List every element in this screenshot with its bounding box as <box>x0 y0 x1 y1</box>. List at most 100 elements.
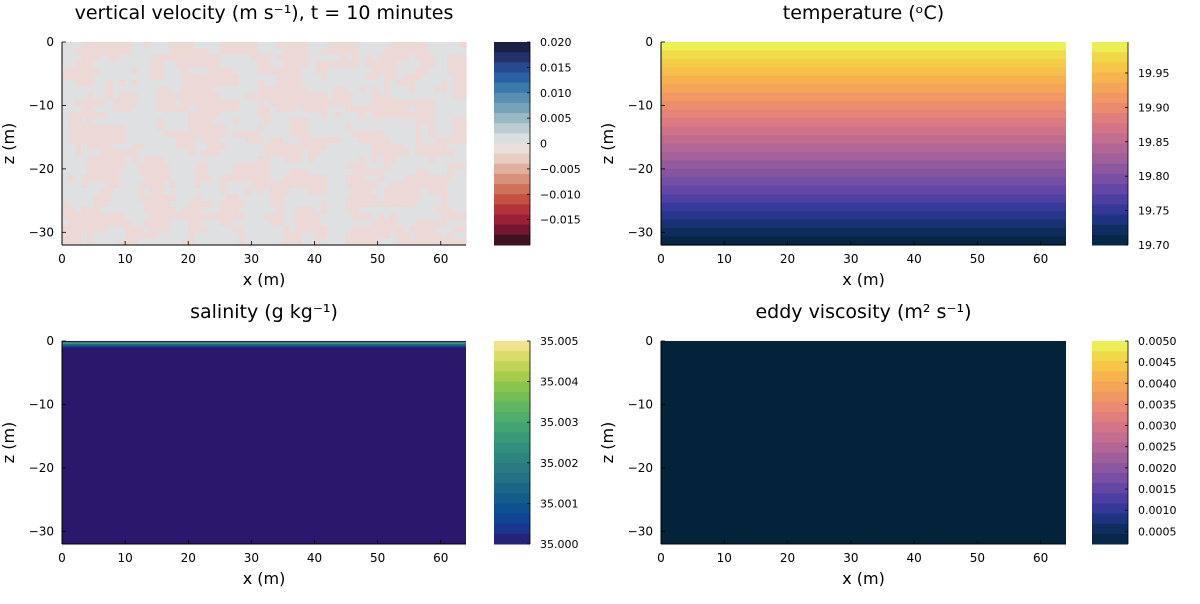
field-cell <box>383 130 391 138</box>
field-cell <box>346 105 353 113</box>
field-cell <box>459 124 467 132</box>
field-cell <box>238 200 246 208</box>
colorbar-swatch <box>494 224 530 236</box>
field-cell <box>327 168 335 176</box>
field-cell <box>358 111 366 119</box>
field-cell <box>226 194 234 202</box>
field-cell <box>137 143 145 151</box>
field-cell <box>238 175 246 183</box>
y-tick-label: 0 <box>46 35 54 49</box>
field-cell <box>440 86 448 94</box>
colorbar-swatch <box>1092 503 1128 515</box>
field-cell <box>238 232 246 240</box>
field-cell <box>447 213 454 221</box>
field-cell <box>295 187 303 195</box>
field-cell <box>226 61 234 68</box>
field-cell <box>144 194 151 202</box>
field-cell <box>289 213 297 221</box>
field-cell <box>106 232 114 240</box>
field-cell <box>144 105 151 113</box>
field-cell <box>434 187 442 195</box>
field-cell <box>181 181 189 189</box>
field-cell <box>131 232 139 240</box>
field-cell <box>251 181 259 189</box>
field-cell <box>226 137 234 145</box>
field-cell <box>365 61 372 68</box>
field-cell <box>415 219 423 227</box>
colorbar-swatch <box>1092 462 1128 474</box>
field-cell <box>257 118 265 126</box>
field-cell <box>112 200 120 208</box>
field-cell <box>251 238 259 246</box>
field-cell <box>175 105 183 113</box>
field-cell <box>125 118 133 126</box>
field-cell <box>327 219 335 227</box>
field-cell <box>390 61 398 68</box>
field-cell <box>396 213 404 221</box>
field-cell <box>264 219 271 227</box>
field-cell <box>396 54 404 62</box>
field-cell <box>251 54 259 62</box>
field-cell <box>270 168 278 176</box>
field-cell <box>245 118 252 126</box>
field-cell <box>74 162 82 170</box>
field-cell <box>194 124 202 132</box>
field-cell <box>93 54 101 62</box>
field-cell <box>125 156 133 164</box>
field-cell <box>106 42 114 49</box>
field-cell <box>80 67 88 75</box>
field-cell <box>428 111 436 119</box>
field-cell <box>377 99 385 107</box>
colorbar-swatch <box>494 82 530 94</box>
field-cell <box>459 73 467 81</box>
field-cell <box>188 111 196 119</box>
field-cell <box>156 168 164 176</box>
field-cell <box>377 61 385 68</box>
field-cell <box>87 130 95 138</box>
field-cell <box>339 42 347 49</box>
field-cell <box>163 156 170 164</box>
field-cell <box>251 61 259 68</box>
field-cell <box>150 118 158 126</box>
field-cell <box>118 130 126 138</box>
field-cell <box>207 156 215 164</box>
field-cell <box>264 67 271 75</box>
panel-4: eddy viscosity (m² s⁻¹)0 10 20 30 40 50 600−10… <box>598 301 1177 588</box>
field-cell <box>245 213 252 221</box>
field-cell <box>74 143 82 151</box>
field-cell <box>213 238 221 246</box>
field-cell <box>118 111 126 119</box>
field-cell <box>320 137 328 145</box>
field-cell <box>181 149 189 157</box>
field-cell <box>112 232 120 240</box>
field-cell <box>131 137 139 145</box>
field-cell <box>383 187 391 195</box>
field-cell <box>402 86 410 94</box>
field-cell <box>131 42 139 49</box>
field-cell <box>213 225 221 233</box>
field-cell <box>137 54 145 62</box>
field-band <box>661 143 1066 153</box>
field-cell <box>112 225 120 233</box>
field-cell <box>62 168 69 176</box>
field-cell <box>257 238 265 246</box>
field-cell <box>219 200 227 208</box>
colorbar-swatch <box>494 204 530 216</box>
field-cell <box>213 156 221 164</box>
field-cell <box>402 111 410 119</box>
field-cell <box>150 137 158 145</box>
field-cell <box>327 149 335 157</box>
field-cell <box>257 67 265 75</box>
field-cell <box>62 61 69 68</box>
field-cell <box>358 48 366 56</box>
field-cell <box>371 42 379 49</box>
field-cell <box>194 73 202 81</box>
field-cell <box>106 149 114 157</box>
field-cell <box>257 181 265 189</box>
field-cell <box>156 219 164 227</box>
field-cell <box>352 200 360 208</box>
panel-1: vertical velocity (m s⁻¹), t = 10 minute… <box>0 2 581 289</box>
colorbar-swatch <box>1092 412 1128 423</box>
field-cell <box>270 225 278 233</box>
field-cell <box>226 86 234 94</box>
